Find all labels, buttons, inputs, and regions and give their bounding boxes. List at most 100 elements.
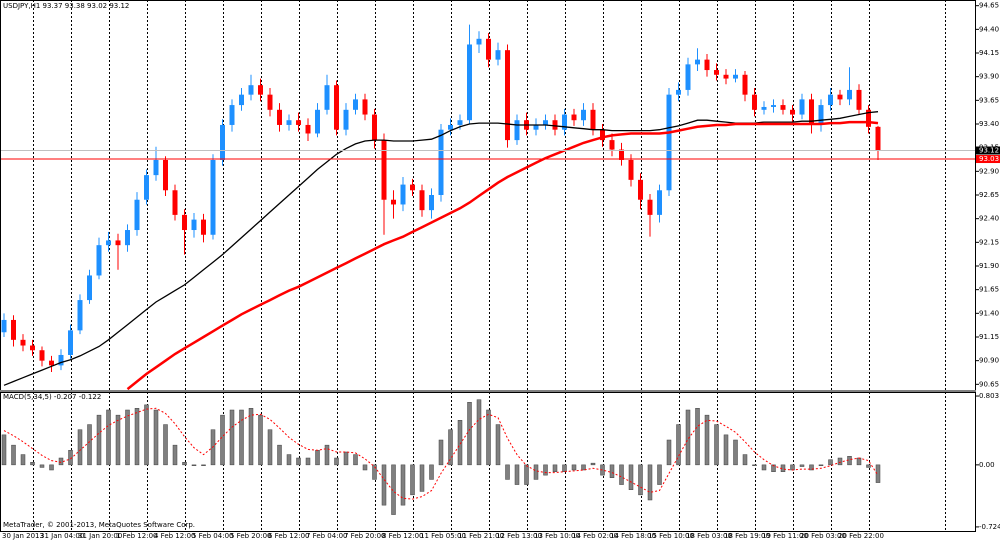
macd-bar	[742, 454, 748, 466]
candle-body	[638, 179, 643, 200]
macd-bar	[229, 409, 235, 466]
candle-body	[229, 105, 235, 125]
macd-bar	[87, 424, 92, 466]
candle-body	[296, 120, 301, 125]
candle-body	[68, 330, 73, 355]
macd-bar	[315, 450, 320, 466]
candle-body	[571, 114, 577, 121]
x-tick-label: 18 Feb 19:00	[724, 532, 770, 540]
macd-bar	[201, 464, 206, 466]
macd-bar	[39, 464, 45, 468]
macd-bar	[476, 399, 482, 466]
moving-average	[3, 111, 879, 386]
candle-body	[875, 126, 881, 151]
price-tag	[976, 155, 1000, 164]
macd-bar	[1, 434, 7, 466]
candle-body	[866, 109, 871, 127]
macd-bar	[258, 414, 263, 466]
candle-body	[239, 94, 244, 106]
y-tick-label: 93.65	[979, 96, 999, 104]
candle-body	[20, 339, 26, 346]
candle-body	[58, 354, 64, 366]
macd-bar	[657, 464, 662, 485]
x-tick-label: 13 Feb 10:00	[534, 532, 580, 540]
candle-body	[343, 109, 349, 130]
price-tag-label: 93.03	[979, 155, 999, 163]
y-tick-label: 92.90	[979, 167, 999, 175]
x-tick-label: 8 Feb 12:00	[382, 532, 423, 540]
candle-body	[723, 74, 729, 79]
macd-bar	[552, 464, 558, 472]
y-tick-label: 94.40	[979, 25, 999, 33]
y-tick-label: -0.724	[979, 523, 1000, 531]
macd-bar	[647, 464, 653, 501]
candle-body	[809, 99, 814, 125]
x-tick-label: 31 Jan 04:00	[40, 532, 84, 540]
candle-body	[780, 105, 786, 110]
x-tick-label: 14 Feb 02:00	[572, 532, 618, 540]
candle-body	[514, 120, 520, 141]
candle-body	[438, 129, 444, 195]
x-tick-label: 6 Feb 12:00	[268, 532, 309, 540]
candle-body	[87, 275, 92, 301]
macd-bar	[514, 464, 520, 485]
macd-bar	[533, 464, 539, 480]
macd-bar	[723, 434, 729, 466]
macd-bar	[581, 464, 586, 471]
macd-bar	[77, 429, 83, 466]
macd-bar	[58, 457, 64, 466]
macd-bar	[30, 462, 35, 466]
macd-bar	[248, 408, 254, 466]
candle-body	[676, 89, 681, 95]
candle-body	[134, 199, 140, 231]
y-tick-label: 92.65	[979, 191, 999, 199]
y-tick-label: 92.40	[979, 215, 999, 223]
macd-bar	[343, 451, 349, 466]
x-tick-label: 31 Jan 20:00	[78, 532, 122, 540]
candle-body	[771, 105, 776, 107]
y-tick-label: 94.15	[979, 49, 999, 57]
y-tick-label: 90.90	[979, 357, 999, 365]
macd-bar	[20, 454, 26, 466]
candle-body	[590, 109, 596, 130]
macd-bar	[220, 414, 225, 466]
candle-body	[505, 50, 510, 141]
y-tick-label: 94.65	[979, 2, 999, 10]
candle-body	[685, 64, 691, 90]
macd-bar	[96, 414, 102, 466]
macd-bar	[239, 409, 244, 466]
candle-body	[695, 59, 700, 65]
macd-bar	[866, 464, 871, 468]
candle-body	[286, 120, 292, 125]
y-tick-label: 90.65	[979, 380, 999, 388]
y-tick-label: 91.90	[979, 262, 999, 270]
candle-body	[666, 94, 672, 191]
macd-bar	[381, 464, 387, 506]
candle-body	[144, 175, 149, 200]
macd-bar	[619, 464, 624, 485]
candle-body	[49, 360, 54, 366]
macd-bar	[400, 464, 406, 506]
macd-bar	[562, 464, 567, 472]
y-tick-label: 93.90	[979, 73, 999, 81]
x-tick-label: 12 Feb 13:00	[496, 532, 542, 540]
x-tick-label: 18 Feb 03:00	[686, 532, 732, 540]
candle-body	[30, 345, 35, 351]
x-tick-label: 19 Feb 11:00	[762, 532, 808, 540]
macd-bar	[267, 429, 273, 466]
candle-body	[486, 38, 491, 60]
macd-bar	[286, 454, 292, 466]
macd-bar	[134, 408, 140, 466]
panel-separator	[0, 390, 976, 392]
macd-bar	[353, 454, 358, 466]
macd-bar	[704, 414, 710, 466]
candle-body	[467, 44, 472, 121]
candle-body	[315, 109, 320, 134]
candle-body	[220, 124, 225, 160]
macd-bar	[837, 457, 843, 466]
macd-bar	[790, 464, 795, 471]
macd-bar	[714, 424, 719, 466]
macd-bar	[429, 464, 434, 480]
macd-bar	[182, 462, 187, 466]
candle-body	[457, 120, 463, 125]
